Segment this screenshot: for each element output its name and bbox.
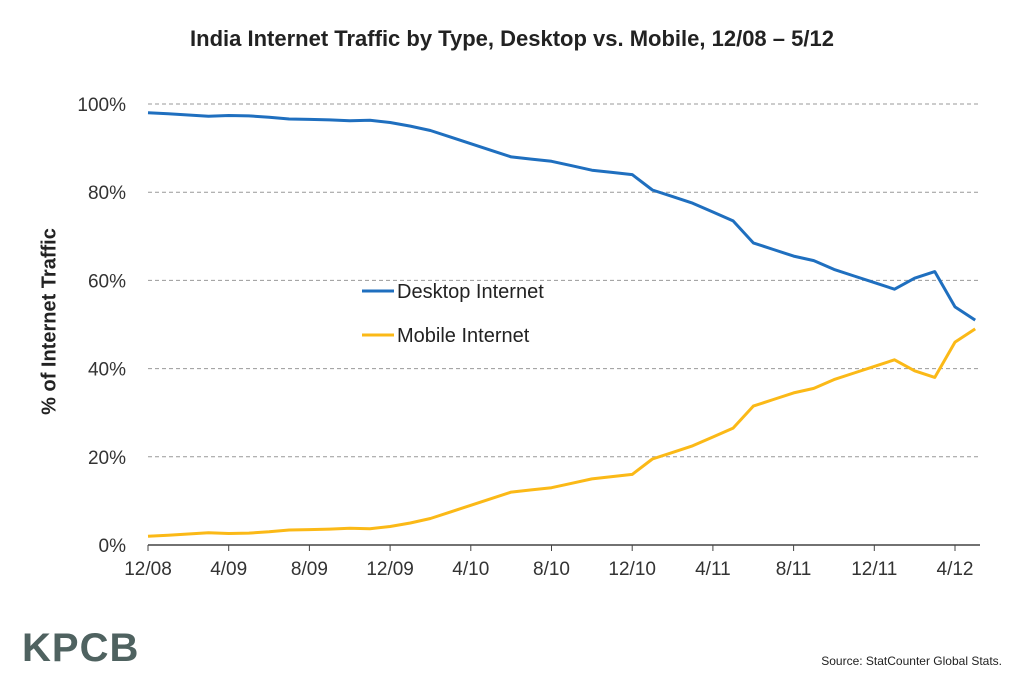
y-tick-label: 60% (88, 271, 126, 292)
x-tick-label: 12/10 (608, 559, 656, 580)
x-tick-label: 8/11 (776, 559, 812, 580)
chart-title: India Internet Traffic by Type, Desktop … (190, 26, 834, 51)
y-tick-label: 40% (88, 360, 126, 381)
x-tick-label: 12/11 (851, 559, 897, 580)
legend-label: Desktop Internet (397, 281, 544, 303)
series-line-mobile (147, 327, 977, 538)
x-tick-label: 8/09 (291, 559, 328, 580)
x-tick-label: 12/09 (366, 559, 414, 580)
x-tick-label: 4/11 (695, 559, 731, 580)
x-tick-label: 4/09 (210, 559, 247, 580)
kpcb-logo: KPCB (22, 626, 140, 670)
y-tick-label: 100% (77, 95, 126, 116)
x-tick-label: 4/10 (452, 559, 489, 580)
source-note: Source: StatCounter Global Stats. (821, 654, 1002, 668)
x-tick-label: 4/12 (937, 559, 974, 580)
y-tick-label: 20% (88, 448, 126, 469)
y-tick-label: 80% (88, 183, 126, 204)
series-line-desktop (147, 111, 977, 322)
y-tick-label: 0% (99, 536, 127, 557)
x-tick-label: 8/10 (533, 559, 570, 580)
x-tick-label: 12/08 (124, 559, 172, 580)
legend-label: Mobile Internet (397, 325, 530, 347)
